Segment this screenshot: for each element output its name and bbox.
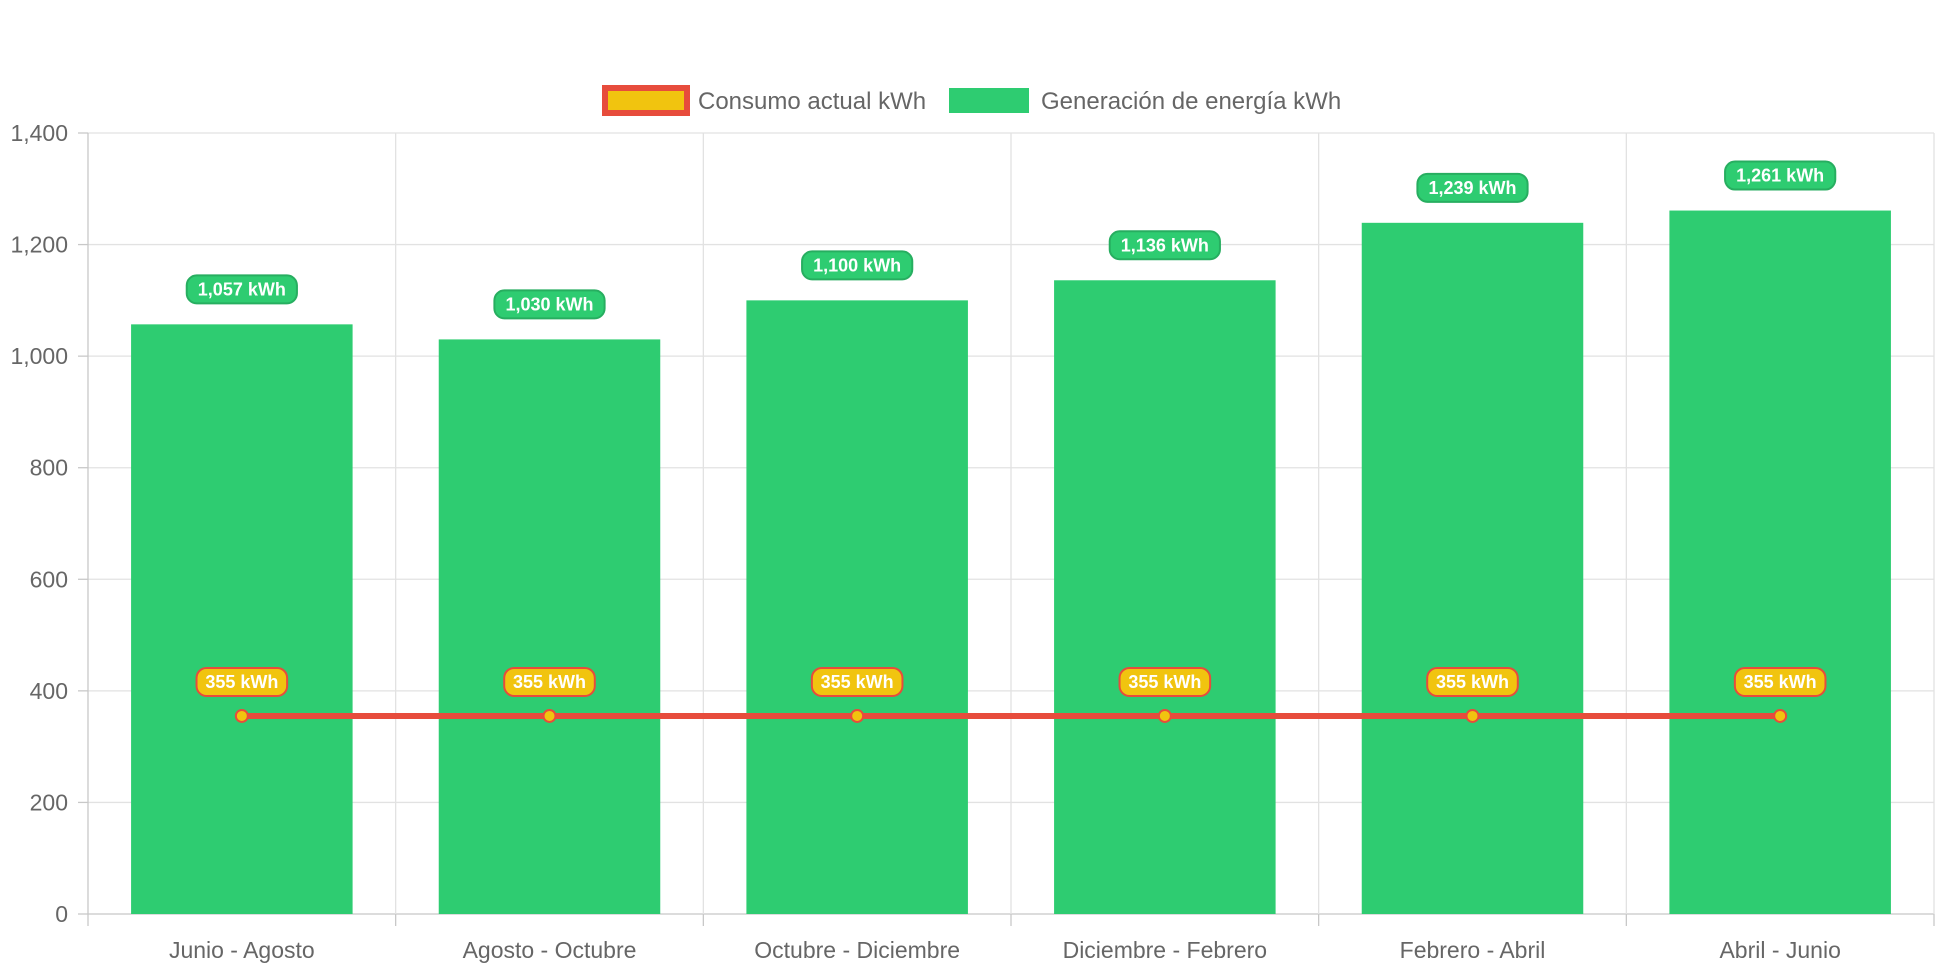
legend-label-generacion: Generación de energía kWh bbox=[1041, 88, 1341, 115]
y-tick-label: 800 bbox=[30, 455, 68, 481]
bar-data-label-box bbox=[801, 250, 914, 281]
legend-item-generacion[interactable]: Generación de energía kWh bbox=[949, 88, 1341, 115]
legend: Consumo actual kWh Generación de energía… bbox=[602, 85, 1341, 116]
x-tick-label: Diciembre - Febrero bbox=[1063, 937, 1268, 963]
bar-data-label: 1,057 kWh bbox=[185, 274, 298, 305]
bar-data-label: 1,100 kWh bbox=[801, 250, 914, 281]
bar-data-label-text: 1,136 kWh bbox=[1121, 235, 1209, 255]
line-data-label: 355 kWh bbox=[1733, 666, 1827, 697]
bar-data-label-text: 1,030 kWh bbox=[505, 294, 593, 314]
bar-generacion[interactable] bbox=[1054, 280, 1276, 914]
bar-data-label-box bbox=[1416, 172, 1529, 203]
bar-data-label: 1,261 kWh bbox=[1724, 160, 1837, 191]
bars-layer bbox=[131, 210, 1891, 915]
line-data-label-box bbox=[1733, 666, 1827, 697]
legend-label-consumo: Consumo actual kWh bbox=[698, 88, 926, 115]
bar-generacion[interactable] bbox=[1669, 210, 1891, 915]
line-data-label: 355 kWh bbox=[1118, 666, 1212, 697]
line-data-label-text: 355 kWh bbox=[513, 672, 586, 692]
line-point-consumo[interactable] bbox=[1773, 708, 1788, 723]
y-tick-label: 600 bbox=[30, 566, 68, 592]
y-tick-label: 1,200 bbox=[10, 232, 68, 258]
y-tick-label: 1,000 bbox=[10, 343, 68, 369]
bar-data-label: 1,239 kWh bbox=[1416, 172, 1529, 203]
line-point-consumo[interactable] bbox=[1157, 708, 1172, 723]
line-data-label-text: 355 kWh bbox=[821, 672, 894, 692]
line-point-consumo[interactable] bbox=[542, 708, 557, 723]
y-tick-label: 200 bbox=[30, 789, 68, 815]
y-tick-label: 400 bbox=[30, 678, 68, 704]
x-tick-label: Agosto - Octubre bbox=[463, 937, 637, 963]
line-point-consumo[interactable] bbox=[1465, 708, 1480, 723]
line-data-label-text: 355 kWh bbox=[1128, 672, 1201, 692]
line-data-label-box bbox=[1426, 666, 1519, 697]
bar-data-label-text: 1,261 kWh bbox=[1736, 166, 1824, 186]
bar-data-label-box bbox=[493, 289, 606, 320]
x-tick-label: Febrero - Abril bbox=[1400, 937, 1546, 963]
line-data-label: 355 kWh bbox=[503, 666, 596, 697]
x-tick-label: Junio - Agosto bbox=[169, 937, 315, 963]
line-point-consumo[interactable] bbox=[234, 708, 249, 723]
y-tick-label: 1,400 bbox=[10, 120, 68, 146]
line-data-label-text: 355 kWh bbox=[1744, 672, 1817, 692]
line-data-label: 355 kWh bbox=[1426, 666, 1519, 697]
legend-item-consumo[interactable]: Consumo actual kWh bbox=[602, 85, 926, 116]
line-data-label-text: 355 kWh bbox=[1436, 672, 1509, 692]
line-data-label-box bbox=[195, 666, 289, 697]
bar-data-label-text: 1,100 kWh bbox=[813, 255, 901, 275]
bar-generacion[interactable] bbox=[438, 339, 661, 915]
line-data-label-box bbox=[503, 666, 596, 697]
x-tick-label: Abril - Junio bbox=[1719, 937, 1840, 963]
bar-data-label-text: 1,057 kWh bbox=[198, 279, 286, 299]
bar-data-label-box bbox=[185, 274, 298, 305]
bar-data-label-box bbox=[1724, 160, 1837, 191]
line-data-label-text: 355 kWh bbox=[205, 672, 278, 692]
line-data-label-box bbox=[1118, 666, 1212, 697]
line-data-label-box bbox=[810, 666, 904, 697]
line-data-label: 355 kWh bbox=[810, 666, 904, 697]
bar-generacion[interactable] bbox=[746, 300, 968, 914]
grid-layer bbox=[78, 132, 1935, 926]
bar-data-label: 1,030 kWh bbox=[493, 289, 606, 320]
legend-swatch-consumo bbox=[602, 85, 690, 116]
x-tick-label: Octubre - Diciembre bbox=[754, 937, 960, 963]
bar-generacion[interactable] bbox=[131, 324, 353, 915]
bar-data-label: 1,136 kWh bbox=[1108, 230, 1221, 261]
bar-generacion[interactable] bbox=[1361, 222, 1584, 914]
labels-layer: 1,057 kWh 1,030 kWh 1,100 kWh 1,136 kWh 1,23… bbox=[185, 160, 1837, 697]
line-layer bbox=[234, 708, 1788, 723]
bar-data-label-box bbox=[1108, 230, 1221, 261]
legend-swatch-generacion bbox=[949, 88, 1029, 113]
line-point-consumo[interactable] bbox=[850, 708, 865, 723]
y-tick-label: 0 bbox=[55, 901, 68, 927]
axis-layer: 0 200 400 600 800 1,000 1,200 1,400 Junio - Agos… bbox=[10, 120, 1840, 963]
line-data-label: 355 kWh bbox=[195, 666, 289, 697]
bar-data-label-text: 1,239 kWh bbox=[1428, 178, 1516, 198]
